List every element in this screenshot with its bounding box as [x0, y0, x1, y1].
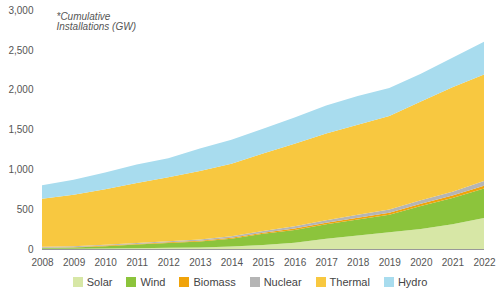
svg-text:2016: 2016: [284, 257, 307, 268]
svg-text:2009: 2009: [63, 257, 86, 268]
svg-text:1,500: 1,500: [8, 124, 33, 135]
html-text:Solar: Solar: [86, 276, 113, 288]
svg-text:2011: 2011: [126, 257, 148, 268]
svg-text:2012: 2012: [158, 257, 181, 268]
svg-text:3,000: 3,000: [8, 5, 33, 16]
svg-text:1,000: 1,000: [8, 164, 33, 175]
svg-text:2014: 2014: [221, 257, 244, 268]
svg-text:2017: 2017: [316, 257, 339, 268]
svg-text:500: 500: [17, 204, 34, 215]
svg-text:2020: 2020: [410, 257, 433, 268]
svg-text:*CumulativeInstallations (GW): *CumulativeInstallations (GW): [57, 11, 136, 32]
svg-text:0: 0: [28, 244, 34, 255]
html-text:Biomass: Biomass: [193, 276, 236, 288]
html-text:Wind: Wind: [140, 276, 166, 288]
svg-text:2015: 2015: [252, 257, 275, 268]
svg-text:2,500: 2,500: [8, 45, 33, 56]
svg-text:2010: 2010: [95, 257, 118, 268]
svg-text:2,000: 2,000: [8, 84, 33, 95]
svg-text:2008: 2008: [31, 257, 54, 268]
html-text:Nuclear: Nuclear: [263, 276, 302, 288]
svg-text:2013: 2013: [189, 257, 212, 268]
svg-text:2022: 2022: [473, 257, 496, 268]
html-text:Hydro: Hydro: [397, 276, 428, 288]
svg-text:2019: 2019: [379, 257, 402, 268]
html-text:Thermal: Thermal: [329, 276, 370, 288]
svg-text:2021: 2021: [442, 257, 465, 268]
svg-text:2018: 2018: [347, 257, 370, 268]
